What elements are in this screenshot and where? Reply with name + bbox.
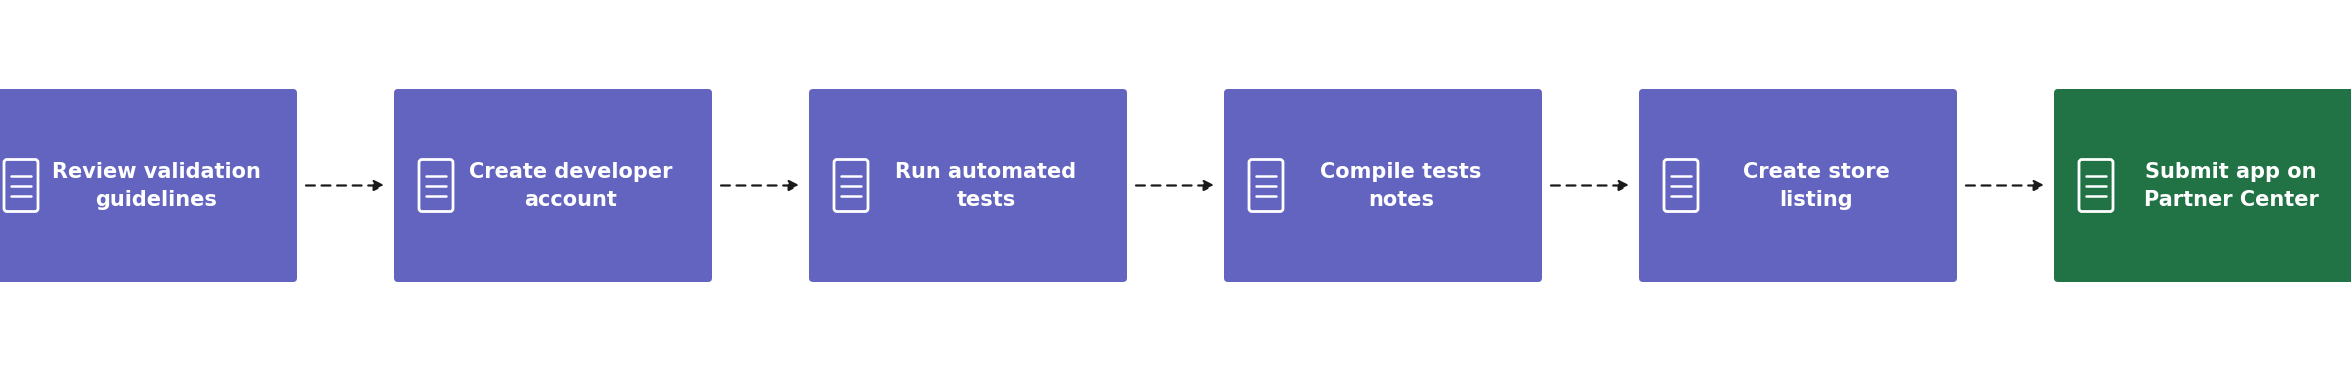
- FancyBboxPatch shape: [1639, 89, 1956, 282]
- Text: Review validation
guidelines: Review validation guidelines: [52, 161, 261, 210]
- Text: Create store
listing: Create store listing: [1742, 161, 1890, 210]
- FancyBboxPatch shape: [809, 89, 1126, 282]
- Text: Compile tests
notes: Compile tests notes: [1321, 161, 1481, 210]
- FancyBboxPatch shape: [1225, 89, 1542, 282]
- FancyBboxPatch shape: [395, 89, 712, 282]
- Text: Submit app on
Partner Center: Submit app on Partner Center: [2144, 161, 2318, 210]
- FancyBboxPatch shape: [2055, 89, 2351, 282]
- Text: Create developer
account: Create developer account: [470, 161, 672, 210]
- Text: Run automated
tests: Run automated tests: [896, 161, 1077, 210]
- FancyBboxPatch shape: [0, 89, 296, 282]
